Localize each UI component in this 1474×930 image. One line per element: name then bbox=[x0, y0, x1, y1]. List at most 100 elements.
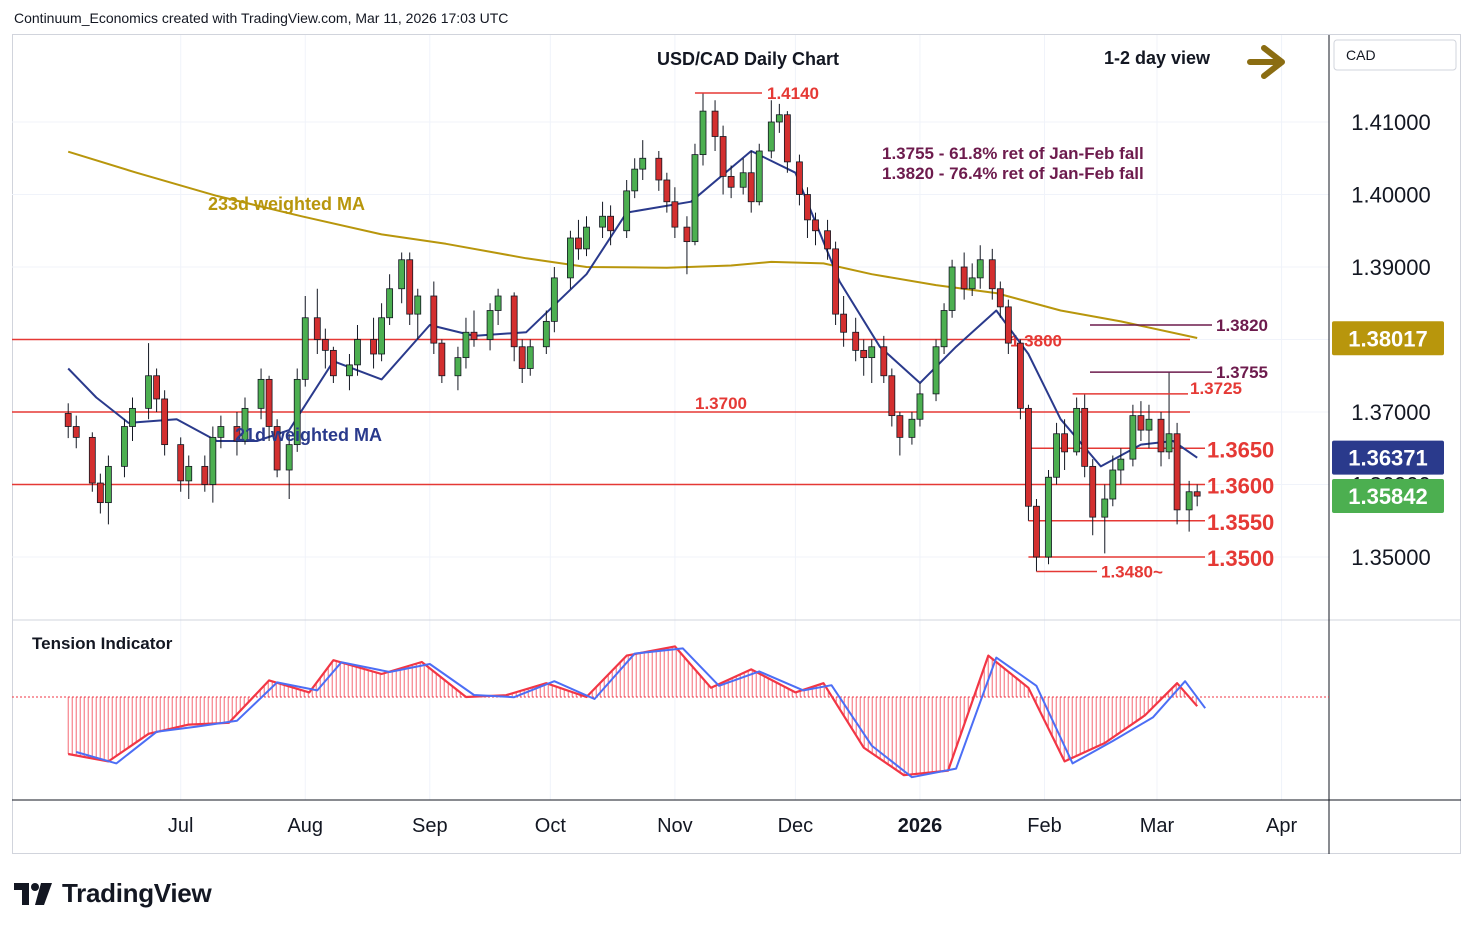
candle bbox=[217, 415, 225, 449]
candle bbox=[832, 241, 839, 325]
candle bbox=[293, 368, 301, 452]
ma21-label: 21d weighted MA bbox=[235, 425, 382, 445]
candle bbox=[607, 205, 614, 246]
candle bbox=[1157, 412, 1165, 467]
candle bbox=[671, 187, 679, 238]
candle bbox=[1081, 393, 1089, 478]
candle bbox=[968, 263, 976, 296]
candle bbox=[727, 165, 735, 199]
ma233-path bbox=[67, 150, 1198, 339]
axes: 1.410001.400001.390001.380001.370001.360… bbox=[168, 110, 1444, 837]
time-tick-label: Apr bbox=[1266, 815, 1297, 837]
price-tick-label: 1.41000 bbox=[1351, 110, 1431, 135]
candle bbox=[1173, 422, 1181, 525]
candle bbox=[1073, 397, 1081, 456]
level-label-2: 1.3600 bbox=[1207, 474, 1274, 499]
candle bbox=[783, 111, 791, 173]
candle bbox=[940, 303, 948, 354]
candle bbox=[185, 455, 193, 499]
tradingview-logo[interactable]: TradingView bbox=[14, 878, 212, 909]
candle bbox=[462, 317, 470, 369]
candle bbox=[378, 303, 385, 362]
time-tick-label: Jul bbox=[168, 815, 194, 837]
candle bbox=[767, 100, 775, 159]
candle bbox=[663, 172, 671, 213]
candle bbox=[486, 303, 494, 351]
candle bbox=[683, 216, 691, 275]
chart-credit: Continuum_Economics created with Trading… bbox=[14, 10, 509, 26]
candle bbox=[510, 292, 518, 362]
candle bbox=[1004, 299, 1012, 354]
candle bbox=[542, 310, 550, 354]
chart-frame bbox=[12, 34, 1461, 854]
marker-label-3: 1.3820 bbox=[1216, 316, 1268, 335]
candle bbox=[804, 187, 811, 238]
marker-label-4: 1.3755 bbox=[1216, 363, 1268, 382]
candle bbox=[655, 151, 663, 191]
candle bbox=[209, 426, 217, 503]
svg-text:1.36371: 1.36371 bbox=[1348, 446, 1428, 471]
candle bbox=[812, 212, 819, 246]
candle bbox=[868, 339, 876, 383]
candle bbox=[406, 252, 414, 325]
candle bbox=[719, 125, 727, 195]
candle bbox=[880, 335, 888, 383]
candle bbox=[454, 346, 462, 391]
candle bbox=[1061, 419, 1068, 470]
candle bbox=[916, 383, 924, 427]
candle bbox=[755, 143, 763, 206]
time-tick-label: Feb bbox=[1027, 815, 1061, 837]
candle bbox=[72, 415, 80, 449]
tension-indicator-label: Tension Indicator bbox=[32, 634, 173, 653]
level-label-5: 1.3500 bbox=[1207, 546, 1274, 571]
candle bbox=[575, 219, 582, 260]
retracement-annotation-2: 1.3820 - 76.4% ret of Jan-Feb fall bbox=[882, 164, 1144, 183]
candle bbox=[699, 93, 707, 166]
candle bbox=[691, 143, 699, 246]
candle bbox=[711, 100, 719, 151]
candle bbox=[438, 339, 446, 383]
candle bbox=[370, 317, 377, 369]
currency-box[interactable]: CAD bbox=[1333, 39, 1457, 71]
svg-text:1.38017: 1.38017 bbox=[1348, 326, 1428, 351]
candle bbox=[386, 274, 394, 325]
price-markers: 1.4140 1.3725 1.3480~ 1.3820 1.3755 bbox=[694, 84, 1268, 582]
candle bbox=[1109, 455, 1117, 507]
price-badge: 1.35842 bbox=[1332, 478, 1444, 513]
candle bbox=[265, 375, 273, 441]
candle bbox=[932, 339, 940, 402]
candle bbox=[257, 368, 265, 420]
candle bbox=[960, 252, 968, 300]
time-tick-label: Nov bbox=[657, 815, 693, 837]
candle bbox=[599, 201, 606, 238]
candle bbox=[1101, 484, 1109, 554]
currency-label: CAD bbox=[1346, 47, 1376, 63]
candle bbox=[567, 230, 574, 289]
candle bbox=[313, 288, 321, 354]
candle bbox=[1129, 404, 1137, 467]
candle bbox=[354, 325, 361, 376]
candle bbox=[201, 455, 209, 492]
candle bbox=[988, 248, 996, 300]
candle bbox=[233, 412, 241, 456]
candle bbox=[1185, 480, 1193, 532]
candle bbox=[1137, 401, 1145, 441]
candle bbox=[639, 140, 647, 180]
candle bbox=[430, 281, 438, 354]
candle bbox=[631, 158, 639, 199]
candle bbox=[623, 180, 631, 238]
candle bbox=[64, 403, 72, 439]
candle bbox=[824, 219, 831, 260]
candle bbox=[177, 437, 185, 492]
candle bbox=[161, 390, 169, 456]
retracement-annotation-1: 1.3755 - 61.8% ret of Jan-Feb fall bbox=[882, 144, 1144, 163]
candle bbox=[526, 339, 534, 376]
candle bbox=[285, 433, 293, 499]
candle bbox=[1016, 339, 1024, 420]
candle bbox=[583, 216, 590, 257]
candle bbox=[153, 368, 161, 412]
price-tick-label: 1.37000 bbox=[1351, 400, 1431, 425]
marker-label-1: 1.3725 bbox=[1190, 379, 1242, 398]
